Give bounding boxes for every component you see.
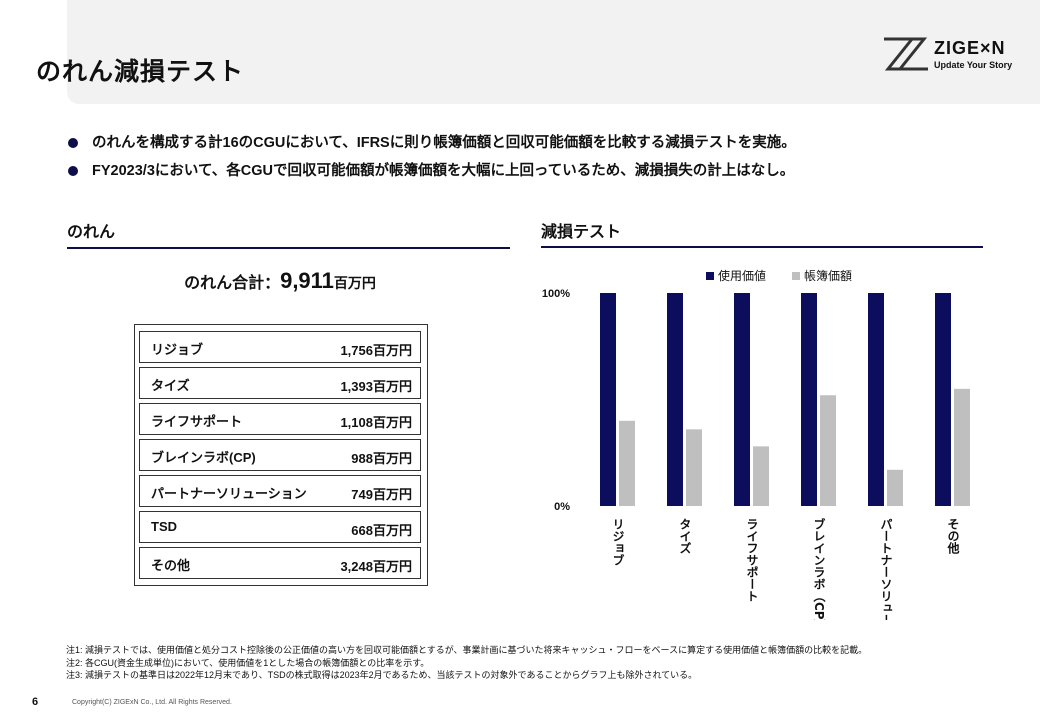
bullet-text: FY2023/3において、各CGUで回収可能価額が帳簿価額を大幅に上回っているた…: [92, 163, 795, 179]
impairment-section-rule: [541, 246, 983, 248]
bullet-item: FY2023/3において、各CGUで回収可能価額が帳簿価額を大幅に上回っているた…: [66, 160, 796, 188]
bar-0-5: [935, 293, 951, 506]
goodwill-row-tsd: TSD 668百万円: [139, 511, 421, 543]
x-category-label-4: パートナーソリューション: [879, 518, 893, 620]
goodwill-row-lifesupport: ライフサポート 1,108百万円: [139, 403, 421, 435]
copyright: Copyright(C) ZIGExN Co., Ltd. All Rights…: [72, 699, 232, 706]
header-band: [67, 0, 1040, 104]
goodwill-row-amount: 749百万円: [351, 487, 412, 502]
bar-0-4: [868, 293, 884, 506]
goodwill-total-value: 9,911: [280, 268, 334, 293]
goodwill-row-name: ブレインラボ(CP): [151, 450, 256, 465]
bar-0-3: [801, 293, 817, 506]
bar-1-0: [619, 420, 635, 506]
footnotes: 注1: 減損テストでは、使用価値と処分コスト控除後の公正価値の高い方を回収可能価…: [66, 644, 867, 682]
bullet-dot-icon: [68, 166, 78, 176]
goodwill-row-amount: 1,756百万円: [340, 343, 412, 358]
summary-bullets: のれんを構成する計16のCGUにおいて、IFRSに則り帳簿価額と回収可能価額を比…: [66, 132, 796, 188]
goodwill-row-name: ライフサポート: [151, 414, 243, 429]
footnote-3: 注3: 減損テストの基準日は2022年12月末であり、TSDの株式取得は2023…: [66, 670, 698, 680]
x-category-label-0: リジョブ: [611, 518, 625, 566]
bar-0-1: [667, 293, 683, 506]
logo-tagline: Update Your Story: [934, 60, 1013, 70]
legend-swatch-0: [706, 272, 714, 280]
bar-0-2: [734, 293, 750, 506]
company-logo: ZIGE×N Update Your Story: [878, 36, 1018, 76]
goodwill-total-label: のれん合計：: [184, 275, 281, 292]
y-tick-label-top: 100%: [542, 288, 570, 300]
footnote-2: 注2: 各CGU(資金生成単位)において、使用価値を1とした場合の帳簿価額との比…: [66, 657, 430, 668]
bar-1-1: [686, 429, 702, 506]
x-category-label-5: その他: [946, 518, 960, 555]
bar-0-0: [600, 293, 616, 506]
goodwill-section-title: のれん: [67, 224, 116, 241]
page-number: 6: [32, 696, 39, 708]
legend-label-1: 帳簿価額: [804, 268, 852, 283]
goodwill-row-name: その他: [151, 558, 191, 573]
bullet-item: のれんを構成する計16のCGUにおいて、IFRSに則り帳簿価額と回収可能価額を比…: [66, 132, 796, 160]
impairment-section-title: 減損テスト: [541, 224, 622, 241]
legend-swatch-1: [792, 272, 800, 280]
goodwill-row-amount: 668百万円: [351, 523, 412, 538]
goodwill-row-partner-solution: パートナーソリューション 749百万円: [139, 475, 421, 507]
goodwill-row-other: その他 3,248百万円: [139, 547, 421, 579]
goodwill-total-unit: 百万円: [333, 275, 376, 291]
bar-1-2: [753, 446, 769, 506]
goodwill-row-name: TSD: [151, 519, 177, 534]
goodwill-row-name: パートナーソリューション: [151, 486, 307, 501]
legend-label-0: 使用価値: [718, 268, 766, 283]
bar-1-3: [820, 395, 836, 506]
goodwill-row-taiz: タイズ 1,393百万円: [139, 367, 421, 399]
footnote-1: 注1: 減損テストでは、使用価値と処分コスト控除後の公正価値の高い方を回収可能価…: [66, 645, 868, 655]
bullet-dot-icon: [68, 138, 78, 148]
x-category-label-3: ブレインラボ（CP）: [812, 517, 826, 620]
bullet-text: のれんを構成する計16のCGUにおいて、IFRSに則り帳簿価額と回収可能価額を比…: [92, 135, 796, 151]
goodwill-row-amount: 1,393百万円: [340, 379, 412, 394]
goodwill-row-amount: 3,248百万円: [340, 559, 412, 574]
page-title: のれん減損テスト: [36, 58, 245, 86]
bar-1-5: [954, 388, 970, 506]
bar-1-4: [887, 469, 903, 506]
goodwill-table: リジョブ 1,756百万円 タイズ 1,393百万円 ライフサポート 1,108…: [134, 324, 428, 586]
goodwill-row-amount: 988百万円: [351, 451, 412, 466]
y-tick-label-bottom: 0%: [554, 501, 570, 513]
logo-name: ZIGE×N: [934, 38, 1006, 58]
goodwill-row-rejob: リジョブ 1,756百万円: [139, 331, 421, 363]
x-category-label-2: ライフサポート: [745, 518, 759, 602]
goodwill-row-name: リジョブ: [151, 342, 204, 357]
goodwill-row-brainlab: ブレインラボ(CP) 988百万円: [139, 439, 421, 471]
goodwill-section-rule: [67, 247, 510, 249]
goodwill-row-name: タイズ: [151, 378, 190, 393]
x-category-label-1: タイズ: [678, 518, 692, 554]
goodwill-row-amount: 1,108百万円: [340, 415, 412, 430]
goodwill-total: のれん合計：9,911百万円: [0, 268, 560, 294]
zigexn-logo-icon: [884, 37, 928, 71]
